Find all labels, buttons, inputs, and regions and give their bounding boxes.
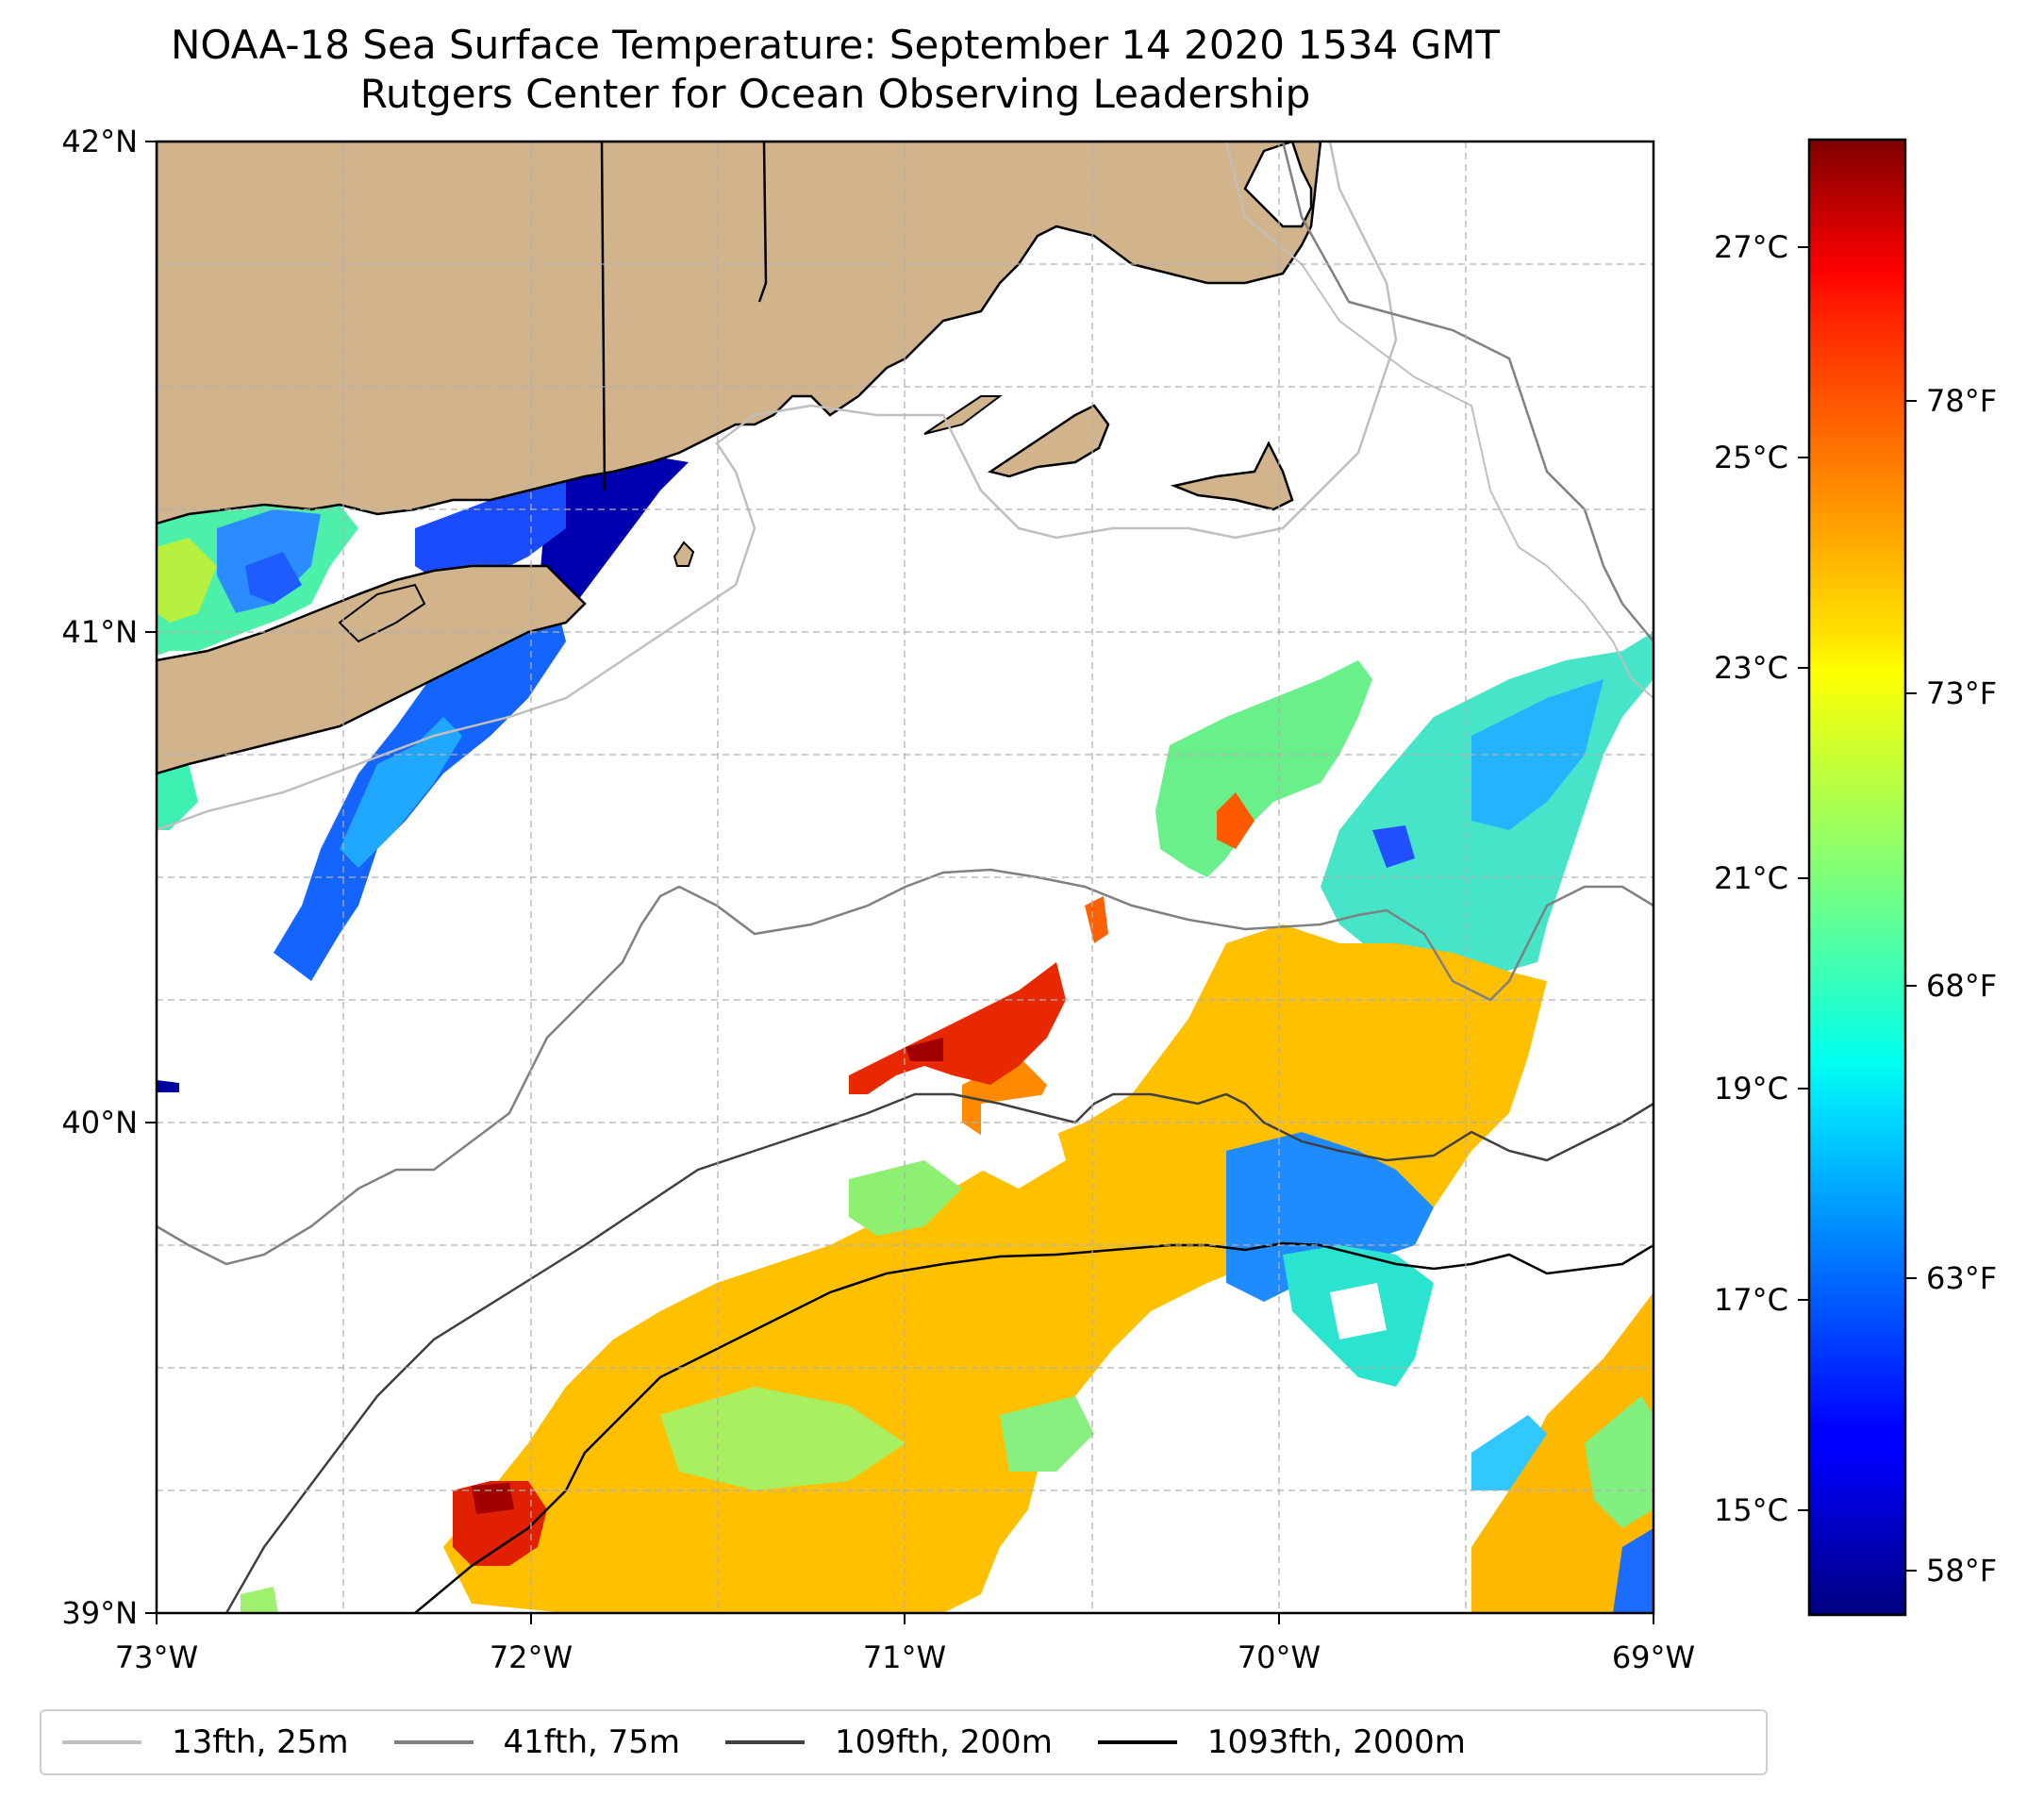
state-border xyxy=(600,141,607,491)
block-island-land xyxy=(673,541,695,567)
sst-patch xyxy=(849,962,1066,1094)
marthas-vineyard-land xyxy=(987,404,1110,478)
cloud-gap xyxy=(1330,1283,1387,1339)
land-layer xyxy=(157,141,1322,775)
colorbar-label-21c: 21°C xyxy=(1714,860,1788,896)
nantucket-land xyxy=(1170,441,1294,511)
legend-entry-25m: 13fth, 25m xyxy=(53,1723,349,1761)
sst-patch xyxy=(1613,1528,1653,1613)
legend-entry-2000m: 1093fth, 2000m xyxy=(1088,1723,1466,1761)
colorbar-label-73f: 73°F xyxy=(1926,675,1997,711)
cloud-gap xyxy=(1132,1490,1302,1585)
lat-label-42n: 42°N xyxy=(61,124,138,159)
legend-label-75m: 41fth, 75m xyxy=(503,1723,681,1761)
isobath-2000m xyxy=(414,1241,1653,1613)
sst-patch xyxy=(849,1160,962,1236)
sst-patch xyxy=(906,1038,943,1061)
colorbar-label-23c: 23°C xyxy=(1714,650,1788,686)
state-border xyxy=(757,141,768,303)
sst-patch xyxy=(1085,896,1108,943)
legend-swatch-75m xyxy=(393,1740,474,1744)
isobath-75m xyxy=(157,868,1653,1266)
sst-patch xyxy=(1217,792,1255,849)
lat-label-40n: 40°N xyxy=(61,1105,138,1140)
sst-data-layer xyxy=(157,458,1653,1613)
lon-label-69w: 69°W xyxy=(1612,1639,1695,1675)
sst-patch xyxy=(538,458,689,623)
sst-patch xyxy=(157,1080,179,1092)
legend-swatch-200m xyxy=(725,1740,806,1744)
sst-patch xyxy=(660,1387,906,1490)
colorbar-label-19c: 19°C xyxy=(1714,1071,1788,1106)
colorbar-label-15c: 15°C xyxy=(1714,1492,1788,1528)
sst-patch xyxy=(1372,825,1415,868)
isobath-75m xyxy=(1281,141,1653,642)
legend-swatch-25m xyxy=(62,1740,141,1744)
isobath-200m xyxy=(224,1092,1653,1613)
sst-patch xyxy=(1155,660,1372,877)
legend-entry-75m: 41fth, 75m xyxy=(385,1723,681,1761)
new-england-land xyxy=(157,141,1322,525)
legend-entry-200m: 109fth, 200m xyxy=(716,1723,1053,1761)
sst-patch xyxy=(1471,1292,1653,1613)
colorbar-label-27c: 27°C xyxy=(1714,229,1788,265)
lon-label-71w: 71°W xyxy=(863,1639,946,1675)
colorbar xyxy=(1807,138,1907,1617)
colorbar-ticks xyxy=(1798,246,1917,1572)
long-island-land xyxy=(157,564,587,775)
lat-label-41n: 41°N xyxy=(61,614,138,650)
colorbar-label-17c: 17°C xyxy=(1714,1282,1788,1318)
colorbar-label-58f: 58°F xyxy=(1926,1553,1997,1589)
sst-patch xyxy=(245,552,302,604)
colorbar-label-68f: 68°F xyxy=(1926,968,1997,1004)
lon-label-70w: 70°W xyxy=(1238,1639,1321,1675)
lon-label-73w: 73°W xyxy=(115,1639,198,1675)
legend-label-200m: 109fth, 200m xyxy=(835,1723,1053,1761)
sst-patch xyxy=(241,1587,278,1613)
sst-patch xyxy=(1471,1415,1547,1490)
sst-patch xyxy=(157,538,217,623)
isobath-legend: 13fth, 25m 41fth, 75m 109fth, 200m 1093f… xyxy=(40,1709,1768,1775)
title-line-1: NOAA-18 Sea Surface Temperature: Septemb… xyxy=(170,22,1501,68)
north-fork-land xyxy=(338,583,426,643)
colorbar-label-25c: 25°C xyxy=(1714,440,1788,475)
sst-patch xyxy=(157,764,198,830)
lat-label-39n: 39°N xyxy=(61,1595,138,1631)
chart-title: NOAA-18 Sea Surface Temperature: Septemb… xyxy=(0,21,1670,119)
colorbar-label-78f: 78°F xyxy=(1926,383,1997,419)
axis-ticks xyxy=(145,141,1654,1624)
sst-patch xyxy=(472,1483,514,1514)
sst-patch xyxy=(1226,1132,1434,1302)
legend-label-2000m: 1093fth, 2000m xyxy=(1206,1723,1466,1761)
legend-label-25m: 13fth, 25m xyxy=(172,1723,349,1761)
map-gridlines xyxy=(157,141,1653,1613)
sst-patch xyxy=(1585,1396,1653,1528)
lon-label-72w: 72°W xyxy=(490,1639,573,1675)
map-content xyxy=(157,141,1653,1613)
colorbar-label-63f: 63°F xyxy=(1926,1260,1997,1296)
legend-swatch-2000m xyxy=(1097,1740,1177,1744)
sst-patch xyxy=(1000,1396,1094,1472)
cloud-gap xyxy=(981,1094,1066,1189)
isobath-25m xyxy=(157,141,1398,832)
sst-patch xyxy=(415,481,566,585)
title-line-2: Rutgers Center for Ocean Observing Leade… xyxy=(359,71,1311,117)
